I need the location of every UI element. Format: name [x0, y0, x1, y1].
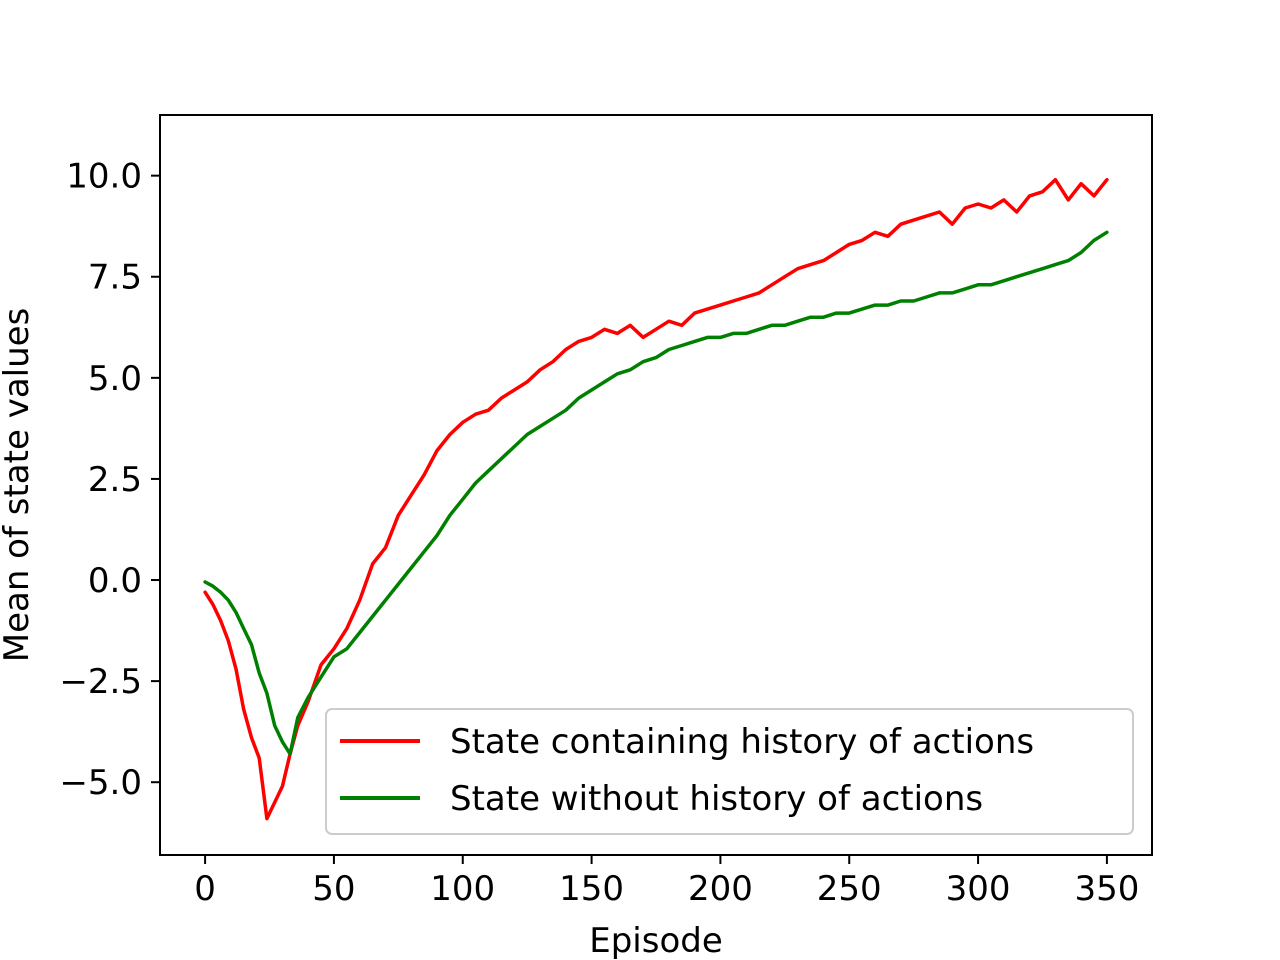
x-axis: 0 50 100 150 200 250 300 350 — [194, 855, 1139, 909]
x-tick-label: 100 — [430, 869, 495, 909]
legend-label-with-history: State containing history of actions — [450, 722, 1034, 762]
series-line-without-history — [203, 230, 1109, 756]
y-tick-label: 7.5 — [88, 258, 142, 298]
plot-frame — [159, 114, 1153, 856]
x-tick-label: 50 — [312, 869, 355, 909]
y-axis-title: Mean of state values — [0, 308, 37, 663]
y-tick-label: 2.5 — [88, 460, 142, 500]
x-tick-label: 250 — [817, 869, 882, 909]
y-axis: −5.0 −2.5 0.0 2.5 5.0 7.5 10.0 — [59, 157, 160, 803]
legend-label-without-history: State without history of actions — [450, 779, 983, 819]
legend-box — [325, 708, 1134, 835]
series-layer — [203, 177, 1109, 821]
y-tick-label: 10.0 — [66, 157, 142, 197]
y-tick-label: −2.5 — [59, 662, 142, 702]
y-tick-label: 5.0 — [88, 359, 142, 399]
legend: State containing history of actions Stat… — [325, 708, 1134, 835]
x-tick-label: 200 — [688, 869, 753, 909]
x-tick-label: 150 — [559, 869, 624, 909]
y-tick-label: 0.0 — [88, 561, 142, 601]
x-tick-label: 300 — [946, 869, 1011, 909]
y-tick-label: −5.0 — [59, 763, 142, 803]
x-axis-title: Episode — [589, 921, 723, 960]
series-line-with-history — [203, 177, 1109, 821]
x-tick-label: 350 — [1074, 869, 1139, 909]
x-tick-label: 0 — [194, 869, 216, 909]
